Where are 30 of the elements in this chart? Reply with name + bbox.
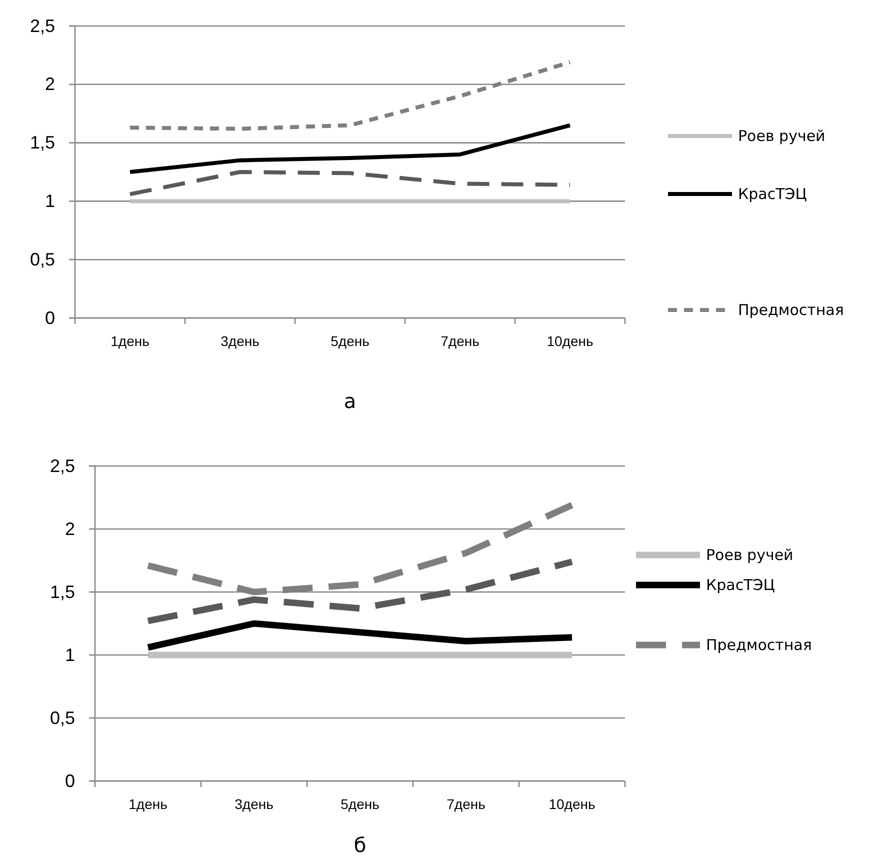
x-tick-label: 5день — [330, 332, 370, 349]
y-tick-label: 0,5 — [50, 708, 75, 728]
x-tick-label: 10день — [546, 332, 594, 349]
y-tick-label: 1 — [44, 190, 55, 211]
y-tick-label: 1 — [64, 644, 75, 665]
legend-label: КрасТЭЦ — [738, 185, 808, 203]
y-tick-label: 2 — [64, 518, 75, 539]
text: б — [354, 833, 366, 857]
y-tick-label: 0 — [44, 308, 55, 328]
y-tick-label: 0,5 — [30, 249, 55, 270]
legend-label: Предмостная — [738, 301, 844, 319]
x-tick-label: 3день — [220, 332, 260, 349]
x-tick-label: 3день — [234, 796, 274, 812]
y-tick-label: 0 — [64, 770, 75, 791]
x-tick-label: 1день — [128, 796, 168, 812]
text: а — [344, 389, 356, 413]
legend-label: Роев ручей — [706, 546, 794, 564]
x-tick-label: 10день — [548, 796, 596, 812]
x-tick-label: 5день — [340, 796, 380, 812]
x-tick-label: 7день — [440, 332, 480, 349]
legend-label: КрасТЭЦ — [706, 576, 776, 594]
x-tick-label: 1день — [110, 332, 150, 349]
y-tick-label: 1,5 — [30, 132, 55, 153]
y-tick-label: 2,5 — [30, 16, 55, 36]
y-tick-label: 1,5 — [50, 582, 75, 602]
legend-label: Роев ручей — [738, 127, 826, 145]
y-tick-label: 2,5 — [50, 456, 75, 476]
legend-label: Предмостная — [706, 636, 812, 654]
x-tick-label: 7день — [446, 796, 486, 812]
y-tick-label: 2 — [44, 74, 55, 94]
